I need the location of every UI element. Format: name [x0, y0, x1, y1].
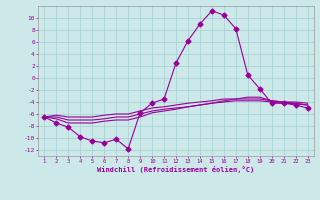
X-axis label: Windchill (Refroidissement éolien,°C): Windchill (Refroidissement éolien,°C) — [97, 166, 255, 173]
